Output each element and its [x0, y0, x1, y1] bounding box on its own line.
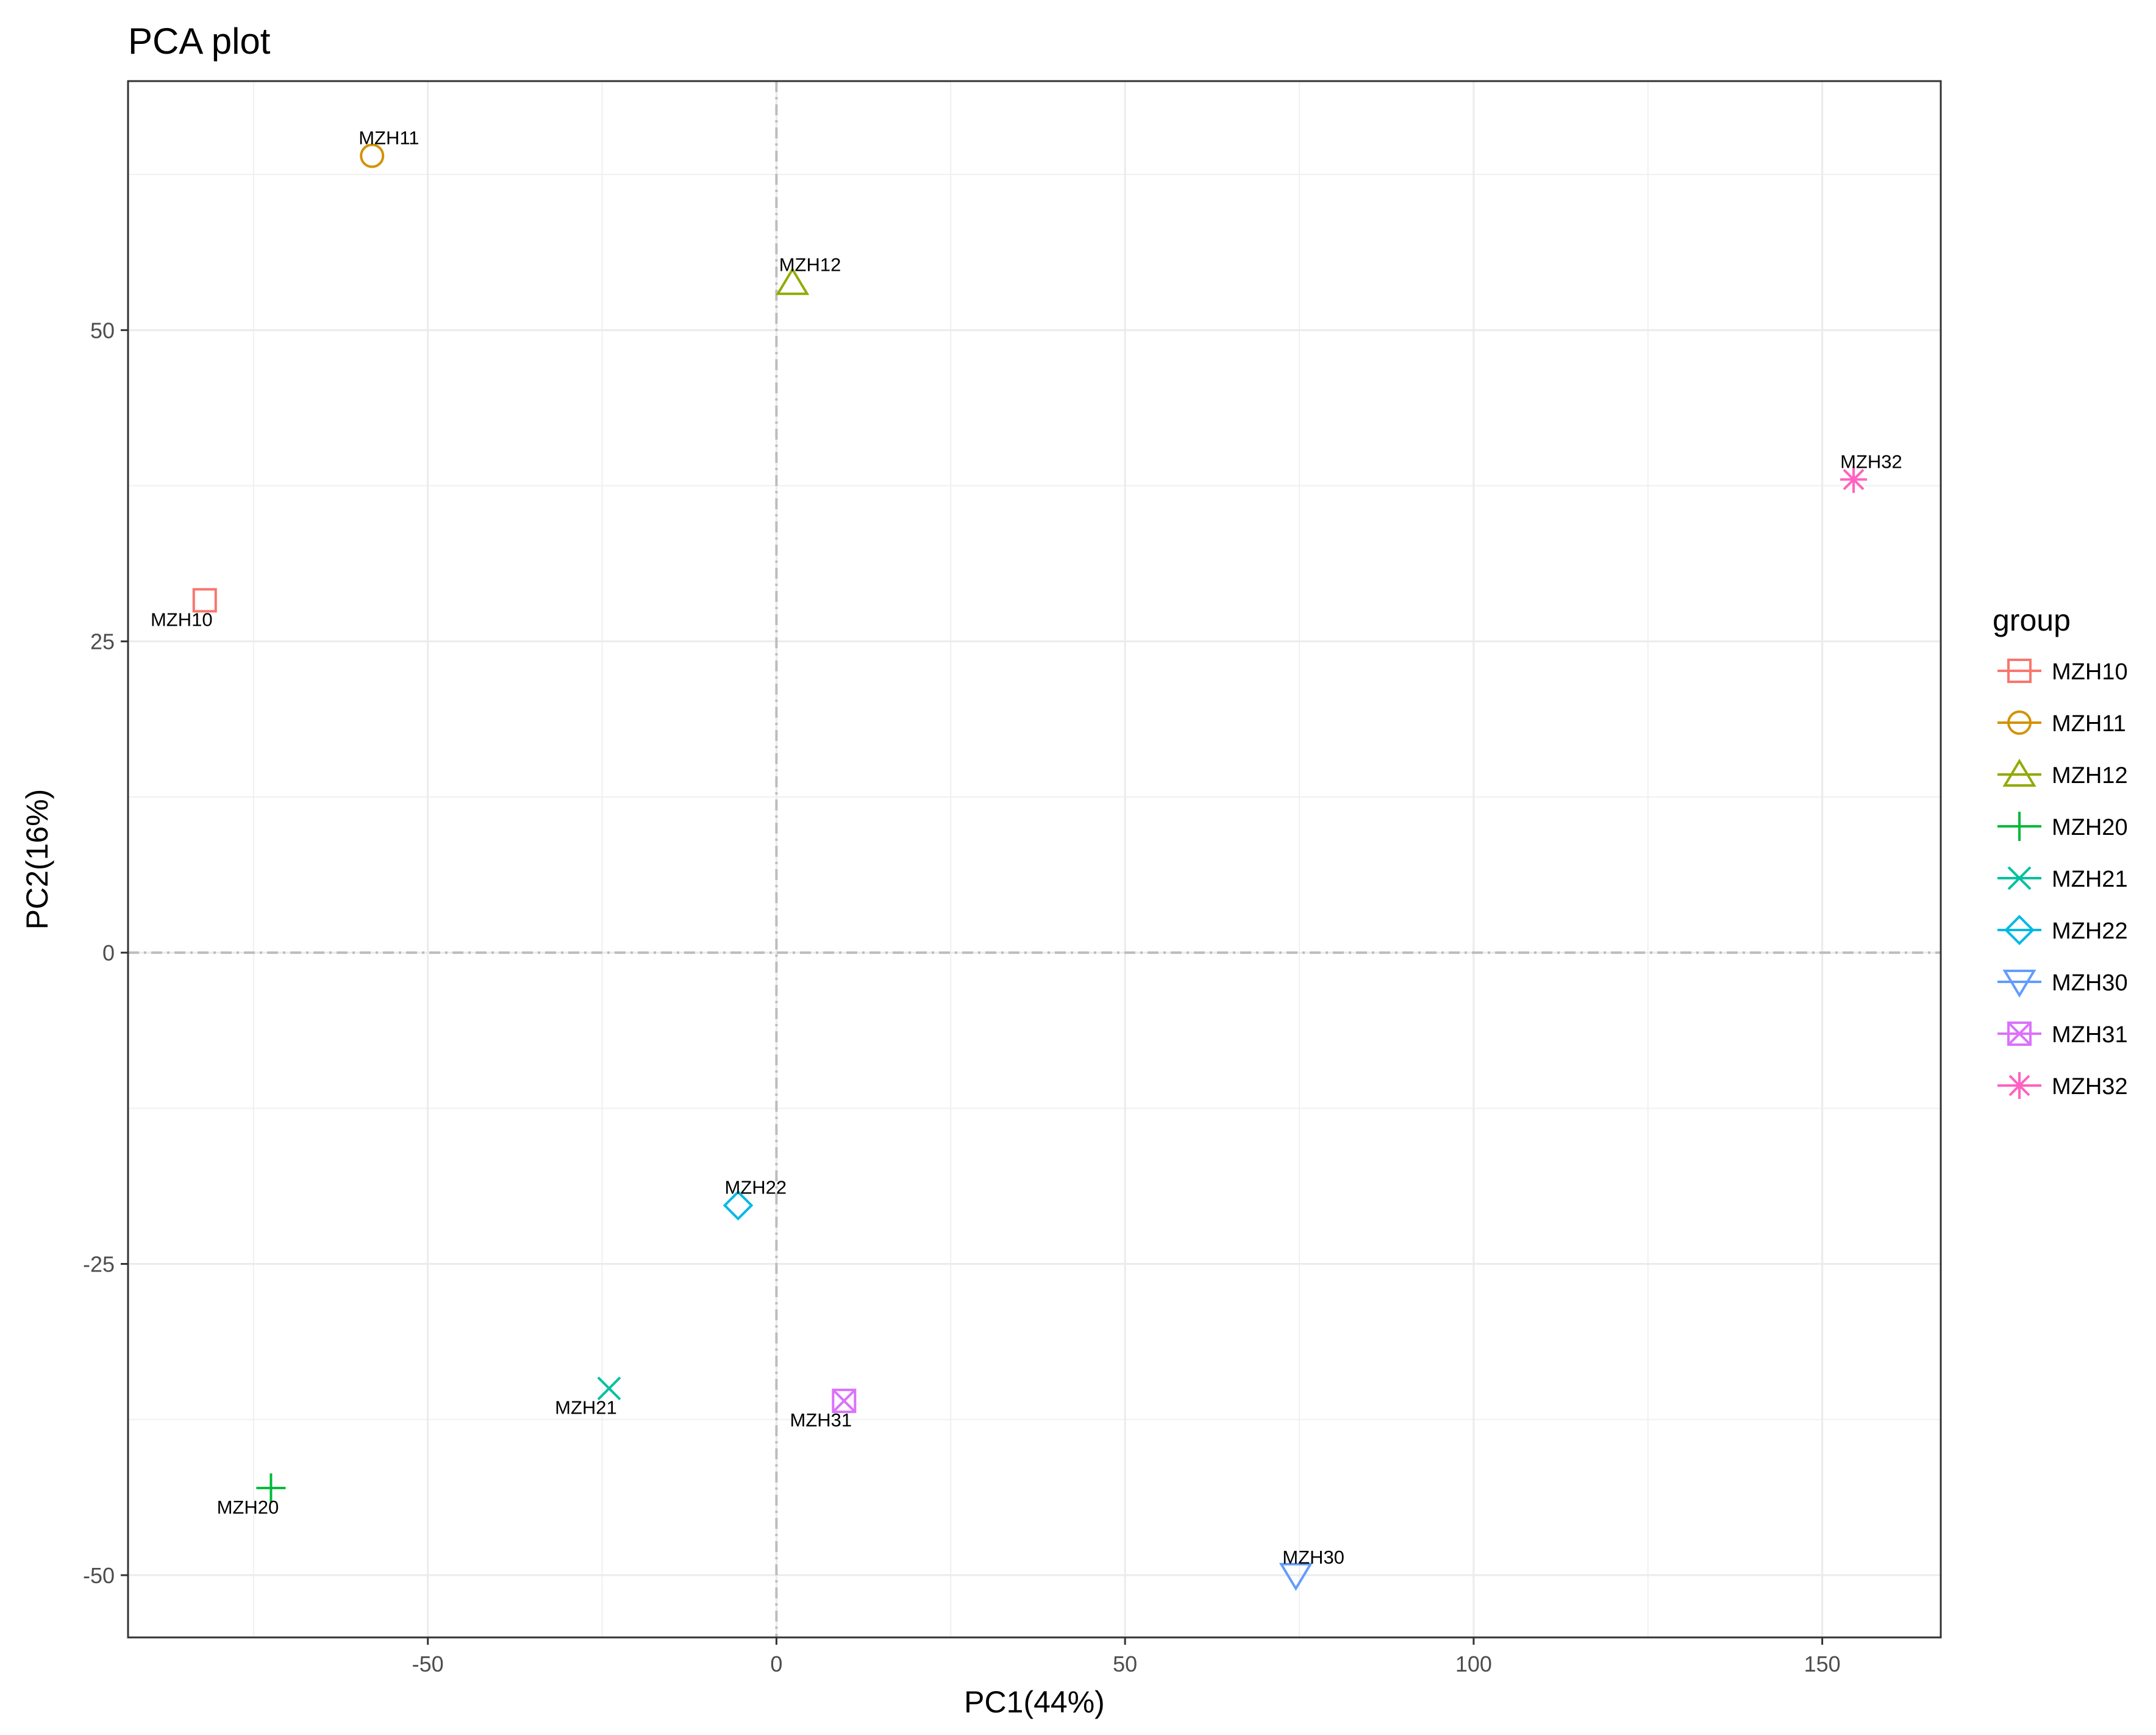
- point-label-mzh21: MZH21: [555, 1397, 617, 1418]
- legend-key-mzh11: [2007, 710, 2032, 735]
- point-mzh31: [832, 1389, 857, 1414]
- legend-label: MZH12: [2052, 763, 2128, 789]
- point-label-mzh11: MZH11: [359, 127, 419, 148]
- legend-item-mzh32: MZH32: [1997, 1072, 2128, 1100]
- x-tick-label: 150: [1804, 1651, 1841, 1676]
- point-mzh11: [360, 143, 385, 168]
- legend-item-mzh12: MZH12: [1997, 759, 2128, 789]
- y-tick-label: 25: [90, 629, 115, 654]
- point-label-mzh10: MZH10: [151, 609, 213, 630]
- point-label-mzh20: MZH20: [217, 1497, 279, 1518]
- y-tick-label: 0: [102, 940, 115, 965]
- legend-item-mzh31: MZH31: [1997, 1021, 2128, 1048]
- legend-label: MZH20: [2052, 815, 2128, 840]
- point-mzh22: [723, 1190, 754, 1221]
- legend-item-mzh22: MZH22: [1997, 915, 2128, 945]
- y-tick-label: -50: [83, 1563, 115, 1588]
- legend-item-mzh30: MZH30: [1997, 970, 2128, 998]
- data-points: MZH10 MZH11 MZH12 MZH20 MZH21 MZH22 MZH30 MZH31…: [151, 127, 1902, 1591]
- legend-label: MZH32: [2052, 1074, 2128, 1100]
- reference-lines: [128, 81, 1941, 1637]
- point-label-mzh30: MZH30: [1282, 1547, 1344, 1568]
- legend: group MZH10 MZH11 MZH12 MZH20 MZH21 MZH22 MZH3…: [1993, 603, 2128, 1100]
- legend-key-mzh32: [2006, 1072, 2033, 1099]
- y-tick-label: -25: [83, 1252, 115, 1277]
- legend-label: MZH30: [2052, 970, 2128, 996]
- point-label-mzh31: MZH31: [790, 1409, 852, 1431]
- legend-label: MZH11: [2052, 711, 2126, 737]
- y-axis-title: PC2(16%): [20, 789, 54, 930]
- point-label-mzh32: MZH32: [1840, 451, 1902, 472]
- legend-title: group: [1993, 603, 2071, 637]
- x-tick-label: 100: [1455, 1651, 1492, 1676]
- x-tick-label: 50: [1113, 1651, 1137, 1676]
- point-mzh10: [192, 588, 217, 613]
- legend-label: MZH10: [2052, 659, 2128, 685]
- y-tick-label: 50: [90, 318, 115, 343]
- legend-item-mzh21: MZH21: [1997, 866, 2128, 892]
- point-label-mzh22: MZH22: [725, 1177, 787, 1198]
- legend-key-mzh30: [2002, 970, 2036, 998]
- grid: [128, 81, 1941, 1637]
- x-tick-label: 0: [770, 1651, 782, 1676]
- axis-ticks: -50 0 50 100 150 -50 -25 0 25 50: [83, 318, 1841, 1676]
- legend-label: MZH22: [2052, 918, 2128, 944]
- legend-key-mzh31: [2007, 1021, 2032, 1046]
- point-mzh20: [256, 1473, 286, 1503]
- x-axis-title: PC1(44%): [964, 1685, 1105, 1719]
- legend-item-mzh10: MZH10: [1997, 659, 2128, 685]
- chart-title: PCA plot: [128, 21, 271, 62]
- legend-item-mzh11: MZH11: [1997, 710, 2126, 737]
- legend-label: MZH31: [2052, 1022, 2128, 1048]
- plot-panel-border: [127, 80, 1942, 1639]
- point-label-mzh12: MZH12: [779, 254, 841, 276]
- legend-item-mzh20: MZH20: [1997, 812, 2128, 841]
- point-mzh30: [1279, 1562, 1313, 1591]
- legend-key-mzh21: [2007, 866, 2032, 890]
- point-mzh32: [1840, 466, 1868, 493]
- legend-key-mzh10: [2007, 659, 2032, 683]
- legend-key-mzh22: [2004, 915, 2035, 945]
- legend-key-mzh20: [2005, 812, 2034, 841]
- x-tick-label: -50: [412, 1651, 444, 1676]
- point-mzh21: [597, 1376, 621, 1401]
- legend-label: MZH21: [2052, 867, 2128, 892]
- point-mzh12: [776, 267, 810, 295]
- legend-key-mzh12: [2002, 759, 2036, 787]
